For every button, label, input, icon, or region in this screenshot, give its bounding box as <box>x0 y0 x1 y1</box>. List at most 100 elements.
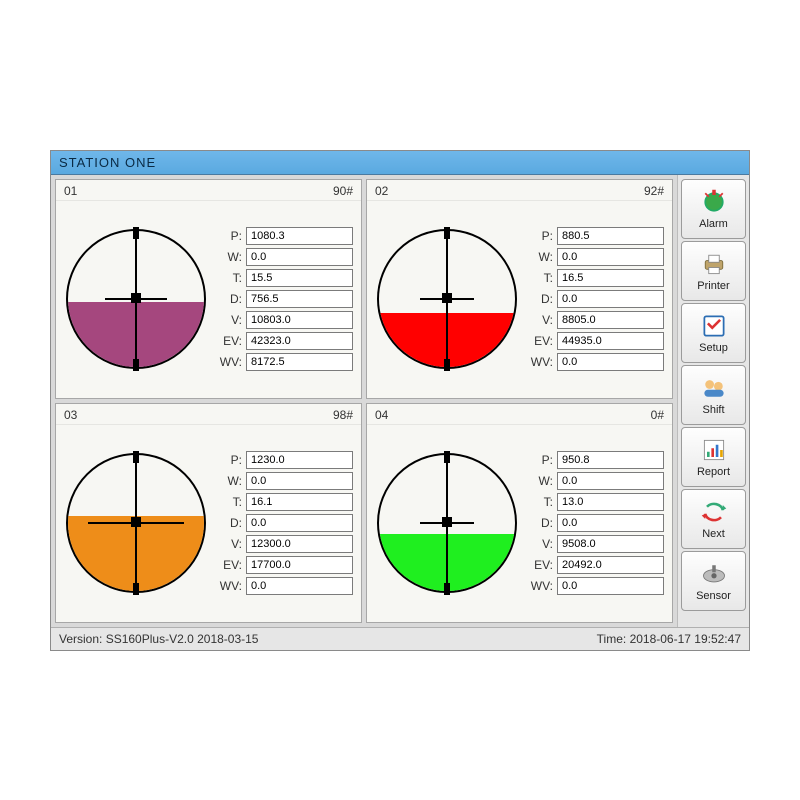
sidebar-button-label: Sensor <box>696 590 731 602</box>
reading-value: 44935.0 <box>557 332 664 350</box>
reading-value: 0.0 <box>246 472 353 490</box>
reading-value: 950.8 <box>557 451 664 469</box>
reading-row: T: 15.5 <box>216 269 353 287</box>
reading-value: 0.0 <box>557 577 664 595</box>
report-button[interactable]: Report <box>681 427 746 487</box>
reading-label: T: <box>527 271 553 285</box>
printer-icon <box>700 250 728 278</box>
reading-row: V:9508.0 <box>527 535 664 553</box>
reading-row: EV: 44935.0 <box>527 332 664 350</box>
reading-label: WV: <box>527 355 553 369</box>
reading-row: EV:17700.0 <box>216 556 353 574</box>
reading-row: EV: 42323.0 <box>216 332 353 350</box>
reading-label: EV: <box>216 558 242 572</box>
reading-row: T: 16.5 <box>527 269 664 287</box>
reading-label: T: <box>216 495 242 509</box>
reading-value: 1230.0 <box>246 451 353 469</box>
reading-row: W: 0.0 <box>527 248 664 266</box>
sidebar: Alarm PrinterSetup Shift Report Next Sensor <box>677 175 749 627</box>
reading-label: P: <box>527 229 553 243</box>
reading-label: EV: <box>527 558 553 572</box>
reading-row: V:10803.0 <box>216 311 353 329</box>
gauge-wrap <box>367 425 527 622</box>
reading-label: P: <box>216 229 242 243</box>
time-text: Time: 2018-06-17 19:52:47 <box>597 632 741 646</box>
reading-label: D: <box>216 292 242 306</box>
reading-row: P:880.5 <box>527 227 664 245</box>
reading-value: 0.0 <box>246 248 353 266</box>
reading-label: T: <box>216 271 242 285</box>
reading-row: WV: 0.0 <box>527 353 664 371</box>
gauge-wrap <box>56 425 216 622</box>
tank-readings: P:1230.0W:0.0T:16.1D:0.0V:12300.0EV:1770… <box>216 425 361 622</box>
reading-label: V: <box>216 313 242 327</box>
reading-label: WV: <box>527 579 553 593</box>
reading-row: T: 16.1 <box>216 493 353 511</box>
reading-value: 0.0 <box>246 514 353 532</box>
tank-id: 04 <box>375 408 388 422</box>
sidebar-button-label: Alarm <box>699 218 728 230</box>
next-icon <box>700 498 728 526</box>
tank-header: 0292# <box>367 180 672 201</box>
reading-value: 8805.0 <box>557 311 664 329</box>
reading-label: EV: <box>216 334 242 348</box>
reading-label: D: <box>216 516 242 530</box>
reading-row: WV:0.0 <box>216 577 353 595</box>
reading-label: W: <box>527 250 553 264</box>
reading-value: 13.0 <box>557 493 664 511</box>
printer-button[interactable]: Printer <box>681 241 746 301</box>
tank-gauge <box>377 453 517 593</box>
tank-header: 04 0# <box>367 404 672 425</box>
tank-grade: 0# <box>651 408 664 422</box>
reading-value: 0.0 <box>557 353 664 371</box>
sidebar-button-label: Shift <box>702 404 724 416</box>
reading-value: 15.5 <box>246 269 353 287</box>
tank-gauge <box>66 453 206 593</box>
reading-label: D: <box>527 292 553 306</box>
tank-readings: P:1080.3W:0.0T:15.5D:756.5V:10803.0EV:42… <box>216 201 361 398</box>
setup-button[interactable]: Setup <box>681 303 746 363</box>
reading-row: W:0.0 <box>527 472 664 490</box>
reading-value: 1080.3 <box>246 227 353 245</box>
reading-value: 9508.0 <box>557 535 664 553</box>
reading-value: 0.0 <box>557 248 664 266</box>
reading-value: 16.1 <box>246 493 353 511</box>
tank-body: P:880.5 W: 0.0 T: 16.5 D: 0.0 V: 8805.0 EV: 44935.… <box>367 201 672 398</box>
tank-id: 01 <box>64 184 77 198</box>
shift-button[interactable]: Shift <box>681 365 746 425</box>
reading-value: 0.0 <box>557 290 664 308</box>
reading-label: W: <box>216 474 242 488</box>
next-button[interactable]: Next <box>681 489 746 549</box>
tank-grade: 90# <box>333 184 353 198</box>
tank-panel: 0398#P:1230.0W:0.0T:16.1D:0.0V:12300.0EV… <box>55 403 362 623</box>
reading-label: V: <box>527 313 553 327</box>
status-bar: Version: SS160Plus-V2.0 2018-03-15 Time:… <box>51 627 749 650</box>
tank-readings: P:950.8W:0.0T:13.0D:0.0V:9508.0EV:20492.… <box>527 425 672 622</box>
report-icon <box>700 436 728 464</box>
tank-header: 0398# <box>56 404 361 425</box>
reading-label: W: <box>216 250 242 264</box>
reading-row: D:0.0 <box>527 514 664 532</box>
reading-value: 16.5 <box>557 269 664 287</box>
reading-row: D: 0.0 <box>527 290 664 308</box>
content-area: 0190#P:1080.3W:0.0T:15.5D:756.5V:10803.0… <box>51 175 749 627</box>
reading-value: 42323.0 <box>246 332 353 350</box>
sidebar-button-label: Report <box>697 466 730 478</box>
reading-row: V: 8805.0 <box>527 311 664 329</box>
tank-grid: 0190#P:1080.3W:0.0T:15.5D:756.5V:10803.0… <box>51 175 677 627</box>
reading-row: W: 0.0 <box>216 472 353 490</box>
tank-header: 01 90# <box>56 180 361 201</box>
reading-label: EV: <box>527 334 553 348</box>
reading-label: W: <box>527 474 553 488</box>
tank-body: P:1230.0W:0.0T:16.1D:0.0V:12300.0EV:1770… <box>56 425 361 622</box>
reading-row: W: 0.0 <box>216 248 353 266</box>
reading-value: 20492.0 <box>557 556 664 574</box>
reading-row: WV:8172.5 <box>216 353 353 371</box>
sensor-button[interactable]: Sensor <box>681 551 746 611</box>
tank-panel: 040#P:950.8W:0.0T:13.0D:0.0V:9508.0EV:20… <box>366 403 673 623</box>
alarm-button[interactable]: Alarm <box>681 179 746 239</box>
gauge-wrap <box>367 201 527 398</box>
reading-value: 0.0 <box>246 577 353 595</box>
tank-id: 02 <box>375 184 388 198</box>
reading-label: V: <box>216 537 242 551</box>
